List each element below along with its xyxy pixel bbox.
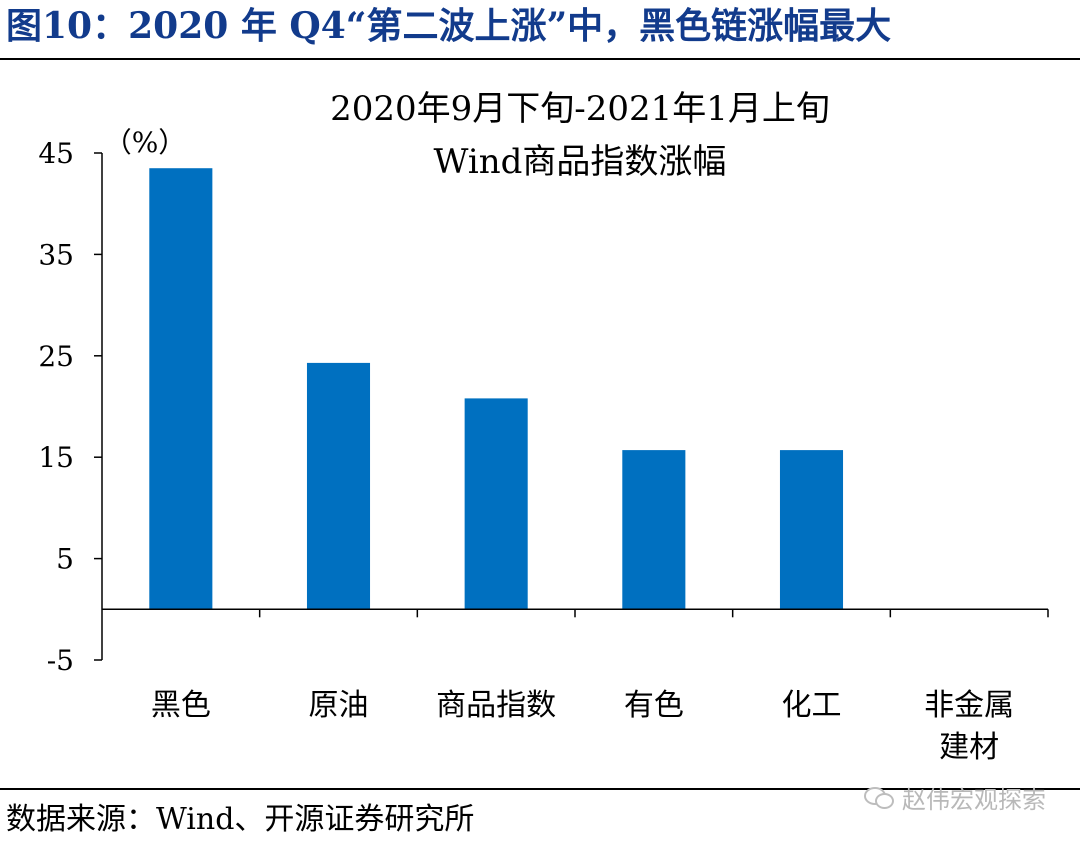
labels-group: 45 35 25 15 5 -5 黑色 原油 商品指数 有色 化工 非金属建材 bbox=[38, 137, 1014, 765]
bar-3 bbox=[622, 450, 686, 610]
watermark: 赵伟宏观探索 bbox=[864, 780, 1046, 814]
chart-subtitle: Wind商品指数涨幅 bbox=[434, 142, 727, 182]
bar-4 bbox=[779, 450, 844, 610]
y-axis-unit: （%） bbox=[104, 126, 187, 159]
chart-title: 2020年9月下旬-2021年1月上旬 bbox=[330, 89, 830, 129]
bar-chart: 2020年9月下旬-2021年1月上旬 Wind商品指数涨幅 （%） 45 35 2… bbox=[38, 89, 1049, 765]
y-tick-label-4: 5 bbox=[56, 543, 74, 576]
bar-2 bbox=[464, 398, 528, 610]
watermark-text: 赵伟宏观探索 bbox=[902, 785, 1046, 814]
figure-header: 图10：2020 年 Q4“第二波上涨”中，黑色链涨幅最大 bbox=[0, 0, 1080, 60]
source-note: 数据来源：Wind、开源证券研究所 bbox=[6, 802, 475, 837]
x-tick-label-1: 原油 bbox=[309, 688, 369, 723]
bars-group bbox=[149, 168, 844, 610]
x-tick-label-5: 非金属建材 bbox=[924, 688, 1014, 765]
footer-divider bbox=[0, 788, 1080, 790]
x-tick-label-3: 有色 bbox=[624, 688, 684, 723]
x-tick-label-4: 化工 bbox=[782, 688, 842, 723]
chart-area: 2020年9月下旬-2021年1月上旬 Wind商品指数涨幅 （%） 45 35 2… bbox=[0, 60, 1080, 788]
axes-group bbox=[94, 152, 1049, 661]
x-tick-label-2: 商品指数 bbox=[436, 688, 556, 723]
y-tick-label-1: 35 bbox=[38, 238, 74, 271]
y-tick-label-0: 45 bbox=[38, 137, 74, 170]
y-tick-label-5: -5 bbox=[47, 644, 74, 677]
wechat-icon bbox=[864, 785, 894, 809]
bar-0 bbox=[149, 168, 213, 610]
figure-title: 图10：2020 年 Q4“第二波上涨”中，黑色链涨幅最大 bbox=[6, 5, 892, 47]
y-tick-label-2: 25 bbox=[38, 340, 74, 373]
y-tick-label-3: 15 bbox=[38, 441, 74, 474]
bar-1 bbox=[306, 362, 371, 610]
x-tick-label-0: 黑色 bbox=[151, 688, 211, 723]
